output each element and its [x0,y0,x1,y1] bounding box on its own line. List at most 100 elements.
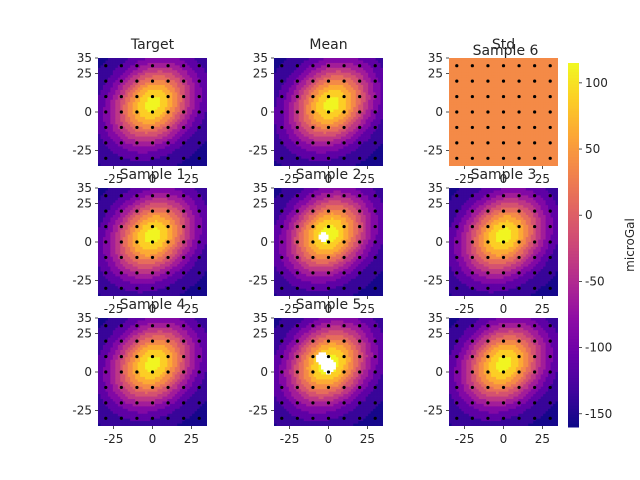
heatmap-cell [463,82,467,86]
heatmap-cell [353,89,357,93]
heatmap-cell [283,85,287,88]
heatmap-cell [306,70,310,74]
heatmap-cell [194,80,198,83]
heatmap-cell [333,89,337,93]
data-point [295,64,299,68]
heatmap-cell [468,143,472,147]
heatmap-cell [117,67,121,71]
heatmap-cell [318,97,322,101]
heatmap-cell [501,72,504,76]
heatmap-cell [321,89,324,93]
heatmap-cell [473,134,477,137]
heatmap-cell [360,62,364,66]
heatmap-cell [458,131,462,135]
heatmap-cell [286,146,290,150]
heatmap-cell [345,60,349,64]
heatmap-cell [316,82,319,86]
heatmap-cell [187,153,191,157]
heatmap-cell [368,112,372,115]
heatmap-cell [355,70,359,74]
heatmap-cell [281,89,285,93]
heatmap-cell [321,139,324,142]
heatmap-cell [127,75,131,79]
heatmap-cell [308,99,312,103]
data-point [311,156,315,160]
heatmap-cell [375,94,379,98]
heatmap-cell [197,116,200,120]
heatmap-cell [326,97,329,101]
heatmap-cell [291,60,295,64]
heatmap-cell [466,163,470,166]
heatmap-cell [194,141,198,145]
heatmap-cell [98,161,101,164]
heatmap-cell [316,97,319,101]
heatmap-cell [466,112,470,115]
heatmap-cell [308,85,312,88]
heatmap-cell [142,131,146,135]
heatmap-cell [105,60,109,64]
heatmap-cell [456,107,460,110]
x-tick-label: 0 [149,172,157,186]
heatmap-cell [308,156,312,160]
heatmap-cell [368,77,372,81]
heatmap-cell [456,104,460,108]
heatmap-cell [100,163,104,166]
heatmap-cell [107,121,111,125]
heatmap-cell [491,72,494,76]
heatmap-cell [177,82,181,86]
heatmap-cell [107,163,111,166]
heatmap-cell [453,75,457,79]
heatmap-cell [358,146,362,150]
heatmap-cell [355,109,359,113]
heatmap-cell [343,77,347,81]
data-point [119,125,123,130]
heatmap-cell [326,114,329,118]
heatmap-cell [453,99,457,103]
heatmap-cell [353,136,357,140]
heatmap-cell [189,67,193,71]
heatmap-cell [471,143,475,147]
heatmap-cell [278,119,282,123]
heatmap-cell [98,129,101,133]
heatmap-cell [498,104,502,108]
heatmap-cell [345,89,349,93]
heatmap-cell [321,141,324,145]
heatmap-cell [328,67,332,71]
heatmap-cell [286,107,290,110]
heatmap-cell [162,62,166,66]
heatmap-cell [481,114,485,118]
heatmap-cell [503,58,507,61]
heatmap-cell [335,134,339,137]
heatmap-cell [107,58,111,61]
heatmap-cell [100,94,104,98]
heatmap-cell [107,148,111,152]
heatmap-cell [476,94,480,98]
heatmap-cell [167,161,171,164]
heatmap-cell [308,92,312,96]
heatmap-cell [274,121,277,125]
heatmap-cell [358,131,362,135]
heatmap-cell [177,126,181,130]
heatmap-cell [293,151,297,155]
heatmap-cell [120,89,124,93]
heatmap-cell [202,72,205,76]
heatmap-cell [483,161,487,164]
heatmap-cell [137,97,141,101]
heatmap-cell [345,151,349,155]
heatmap-cell [375,89,379,93]
heatmap-cell [345,67,349,71]
heatmap-cell [172,124,176,128]
heatmap-cell [340,85,344,88]
heatmap-cell [316,109,319,113]
heatmap-cell [478,116,482,120]
data-point [197,141,201,145]
heatmap-cell [363,129,367,133]
heatmap-cell [360,151,364,155]
heatmap-cell [483,112,487,115]
heatmap-cell [363,119,367,123]
heatmap-cell [202,129,205,133]
heatmap-cell [360,67,364,71]
heatmap-cell [192,87,196,91]
heatmap-cell [298,143,302,147]
heatmap-cell [298,65,302,69]
